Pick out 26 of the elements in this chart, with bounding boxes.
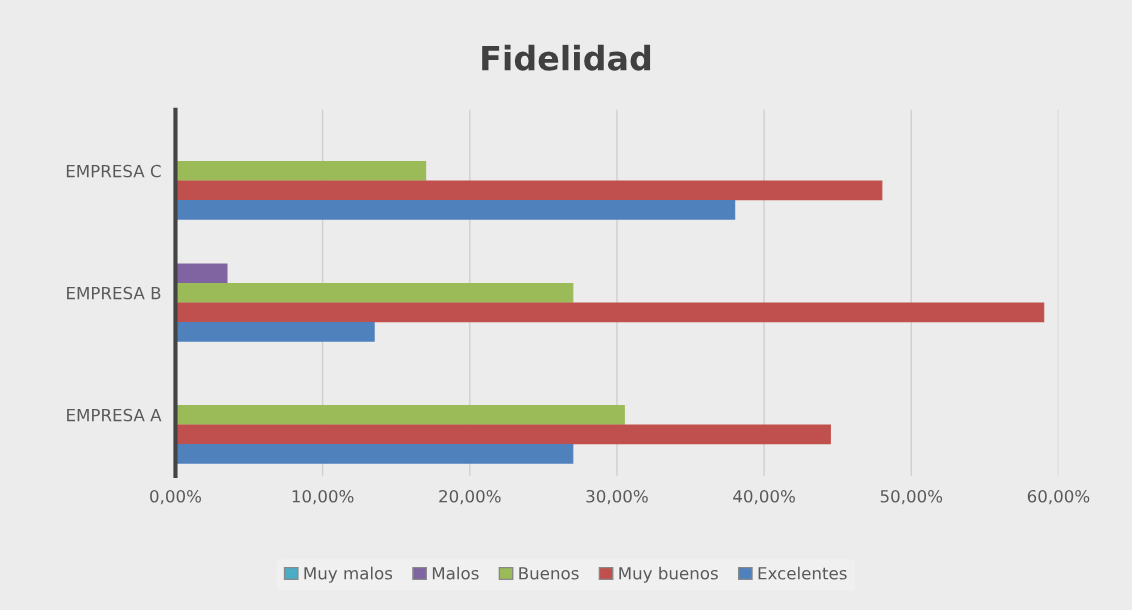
bar — [175, 322, 375, 342]
legend-label: Buenos — [519, 567, 579, 580]
bar — [175, 302, 1045, 323]
bar — [175, 160, 427, 181]
legend-label: Malos — [432, 566, 479, 580]
x-tick-label: 40,00% — [733, 489, 795, 505]
bar — [175, 200, 736, 220]
bar — [175, 444, 574, 464]
y-tick-label: EMPRESA C — [66, 164, 161, 178]
chart-title: Fidelidad — [482, 44, 651, 71]
x-tick-label: 0,00% — [150, 489, 202, 505]
y-tick-label: EMPRESA A — [67, 408, 162, 422]
bar — [175, 424, 831, 445]
x-tick-label: 20,00% — [439, 489, 501, 505]
x-tick-label: 30,00% — [586, 489, 648, 505]
bar — [175, 282, 574, 303]
legend-label: Muy malos — [304, 566, 393, 583]
x-tick-label: 50,00% — [880, 489, 943, 505]
bar — [175, 404, 625, 425]
x-tick-label: 10,00% — [292, 489, 354, 505]
legend-label: Muy buenos — [619, 566, 718, 583]
bar — [175, 180, 883, 201]
y-tick-label: EMPRESA B — [67, 286, 161, 300]
x-tick-label: 60,00% — [1027, 489, 1090, 505]
bar — [175, 263, 228, 284]
legend-label: Excelentes — [758, 566, 847, 580]
